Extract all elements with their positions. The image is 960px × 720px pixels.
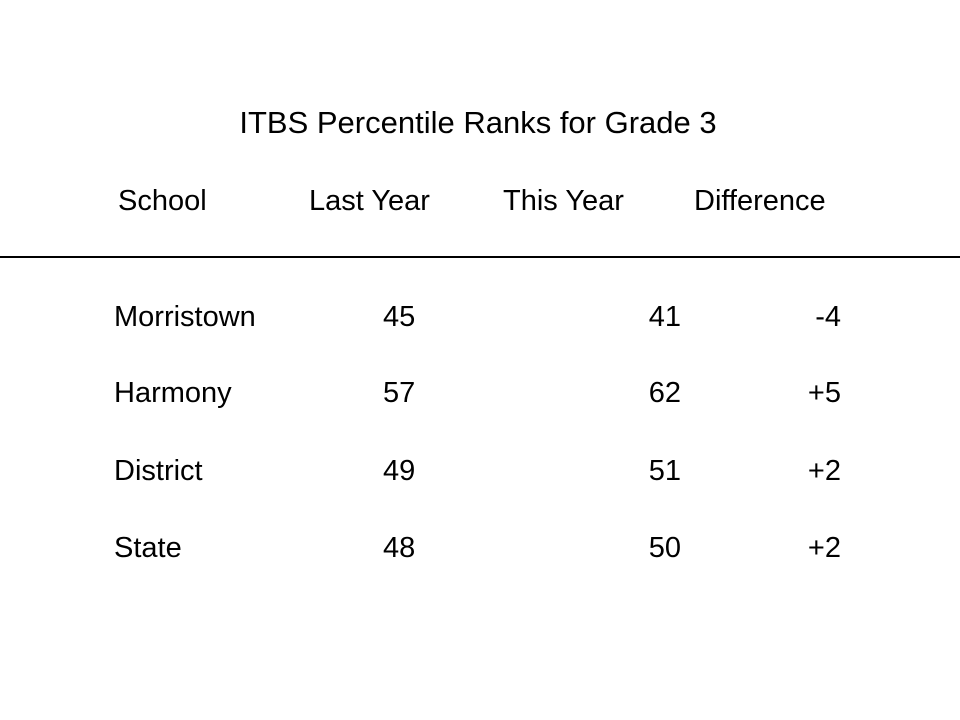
cell-last-year: 49 — [383, 455, 416, 487]
cell-difference: +5 — [807, 377, 841, 409]
cell-difference: -4 — [815, 301, 841, 333]
table-row: District 49 51 +2 — [0, 453, 960, 489]
table-row: State 48 50 +2 — [0, 530, 960, 566]
cell-this-year: 50 — [648, 532, 681, 564]
column-header-this-year: This Year — [503, 185, 624, 217]
header-divider — [0, 256, 960, 258]
cell-this-year: 51 — [648, 455, 681, 487]
cell-this-year: 41 — [648, 301, 681, 333]
cell-this-year: 62 — [648, 377, 681, 409]
cell-last-year: 45 — [383, 301, 416, 333]
column-header-last-year: Last Year — [309, 185, 430, 217]
cell-difference: +2 — [807, 532, 841, 564]
cell-last-year: 48 — [383, 532, 416, 564]
cell-school: State — [114, 532, 182, 564]
cell-difference: +2 — [807, 455, 841, 487]
cell-school: Harmony — [114, 377, 232, 409]
table-row: Morristown 45 41 -4 — [0, 299, 960, 335]
column-header-difference: Difference — [694, 185, 826, 217]
cell-school: Morristown — [114, 301, 256, 333]
column-header-school: School — [118, 185, 207, 217]
cell-school: District — [114, 455, 203, 487]
cell-last-year: 57 — [383, 377, 416, 409]
page-title: ITBS Percentile Ranks for Grade 3 — [239, 105, 717, 140]
table-row: Harmony 57 62 +5 — [0, 375, 960, 411]
